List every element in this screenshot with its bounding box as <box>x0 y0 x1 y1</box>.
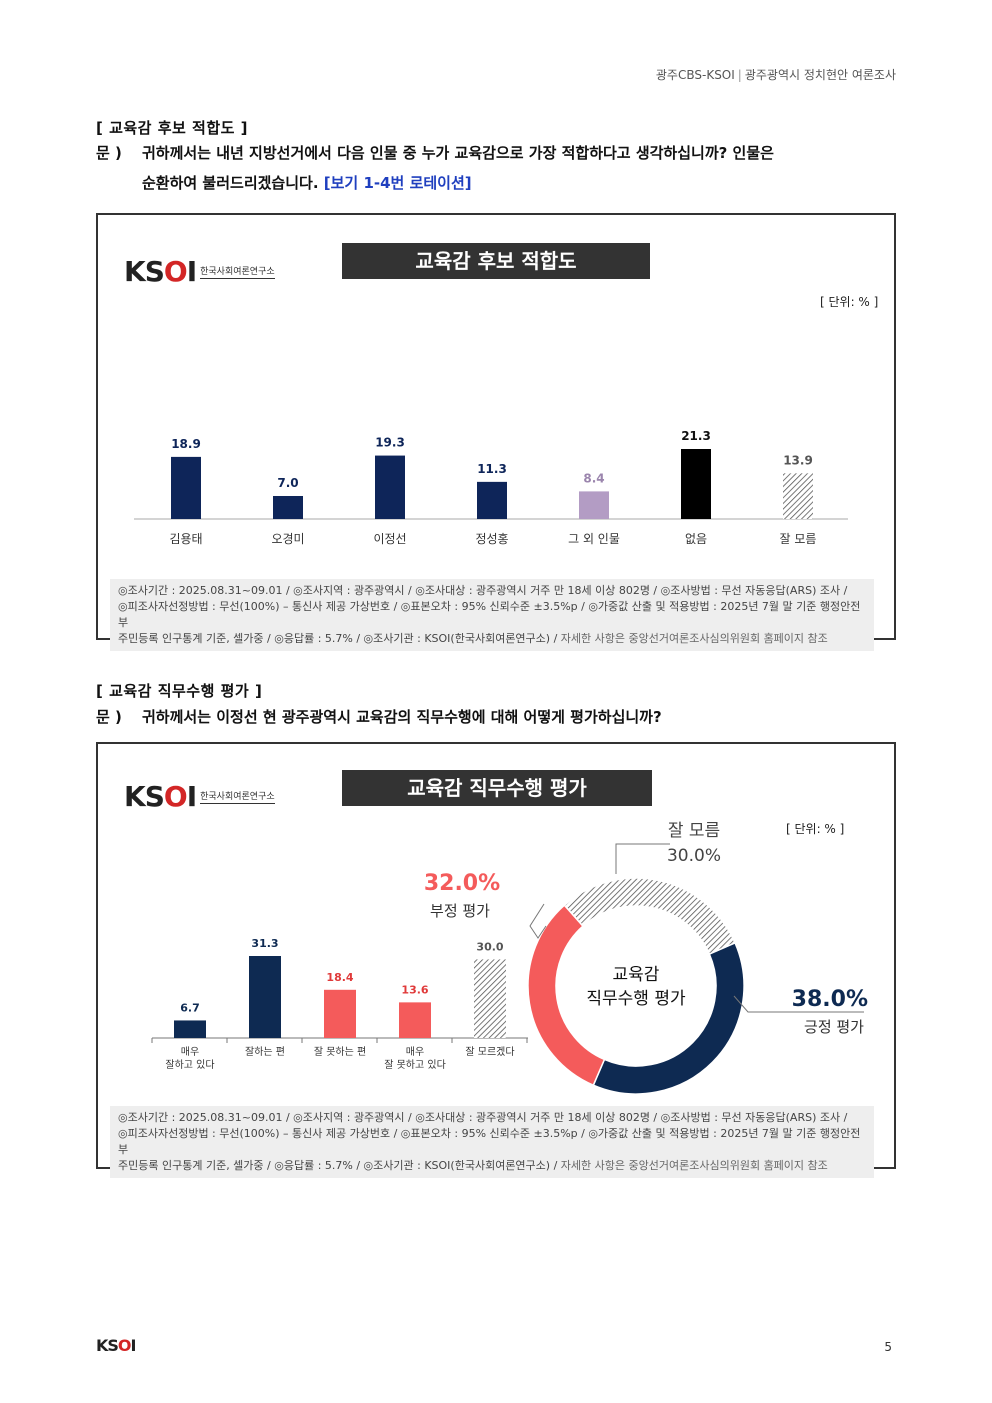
chart-title-candidate: 교육감 후보 적합도 <box>342 243 650 279</box>
category-label-7: 잘 모름 <box>780 532 817 546</box>
bar-3 <box>324 989 356 1038</box>
survey-footnote: ◎조사기간 : 2025.08.31~09.01 / ◎조사지역 : 광주광역시… <box>110 579 874 651</box>
question-approval: 문 ) 귀하께서는 이정선 현 광주광역시 교육감의 직무수행에 대해 어떻게 평… <box>96 702 896 732</box>
donut-slice-3 <box>563 877 737 956</box>
donut-center-label-line1: 교육감 <box>613 965 660 985</box>
value-label-3: 18.4 <box>326 971 353 984</box>
leader-unknown <box>615 843 670 874</box>
value-label-4: 11.3 <box>477 462 507 476</box>
question-label: 문 ) <box>96 708 122 726</box>
ksoi-logo-mark: KSOI <box>124 780 197 813</box>
bar-5 <box>579 491 609 519</box>
value-label-2: 31.3 <box>251 937 278 950</box>
header-source: 광주CBS-KSOI <box>655 68 735 82</box>
footnote-line3: 주민등록 인구통계 기준, 셀가중 / ◎응답률 : 5.7% / ◎조사기관 … <box>118 1159 558 1172</box>
label-negative-name: 부정 평가 <box>430 902 490 920</box>
category-label-1-line2: 잘하고 있다 <box>165 1058 214 1071</box>
footnote-line1: ◎조사기간 : 2025.08.31~09.01 / ◎조사지역 : 광주광역시… <box>118 1111 848 1124</box>
footnote-line3-muted: 자세한 사항은 중앙선거여론조사심의위원회 홈페이지 참조 <box>560 1159 828 1172</box>
header-title: 광주광역시 정치현안 여론조사 <box>744 68 896 82</box>
category-label-6: 없음 <box>685 532 707 546</box>
bar-4 <box>477 481 507 519</box>
value-label-4: 13.6 <box>401 983 428 996</box>
chart-title-approval: 교육감 직무수행 평가 <box>342 770 652 806</box>
section-title-candidate: [ 교육감 후보 적합도 ] <box>96 119 249 137</box>
candidate-bar-chart: 18.9 김용태 7.0 오경미 19.3 이정선 11.3 정성홍 8.4 그 외 인물 21.3… <box>134 429 848 546</box>
value-label-7: 13.9 <box>783 453 813 467</box>
value-label-5: 30.0 <box>476 940 503 953</box>
ksoi-logo-mark: KSOI <box>124 255 197 288</box>
label-positive-name: 긍정 평가 <box>804 1018 864 1036</box>
value-label-6: 21.3 <box>681 429 711 443</box>
footer-logo: KSOI <box>96 1336 136 1355</box>
bar-2 <box>273 495 303 519</box>
page-number: 5 <box>884 1340 892 1354</box>
value-label-3: 19.3 <box>375 436 405 450</box>
category-label-2: 잘하는 편 <box>245 1045 285 1058</box>
leader-positive <box>733 995 864 1013</box>
bar-4 <box>399 1002 431 1038</box>
category-label-1: 김용태 <box>169 532 202 546</box>
question-candidate: 문 ) 귀하께서는 내년 지방선거에서 다음 인물 중 누가 교육감으로 가장 적… <box>96 138 896 198</box>
footnote-line3-muted: 자세한 사항은 중앙선거여론조사심의위원회 홈페이지 참조 <box>560 632 828 645</box>
value-label-2: 7.0 <box>277 476 298 490</box>
footnote-line2: ◎피조사자선정방법 : 무선(100%) – 통신사 제공 가상번호 / ◎표본… <box>118 1127 861 1156</box>
ksoi-logo: KSOI 한국사회여론연구소 <box>124 780 275 813</box>
question-text-line1: 귀하께서는 이정선 현 광주광역시 교육감의 직무수행에 대해 어떻게 평가하십… <box>142 708 662 726</box>
value-label-1: 18.9 <box>171 437 201 451</box>
approval-chart-panel: KSOI 한국사회여론연구소 교육감 직무수행 평가 [ 단위: % ] 6.7… <box>96 742 896 1178</box>
unit-label: [ 단위: % ] <box>820 295 879 309</box>
label-unknown-name: 잘 모름 <box>668 821 720 841</box>
bar-1 <box>171 456 201 519</box>
label-negative-value: 32.0% <box>424 871 500 896</box>
section-title-approval: [ 교육감 직무수행 평가 ] <box>96 682 263 700</box>
header-separator: | <box>737 68 742 82</box>
ksoi-logo-sub: 한국사회여론연구소 <box>200 789 275 804</box>
question-text-line1: 귀하께서는 내년 지방선거에서 다음 인물 중 누가 교육감으로 가장 적합하다… <box>142 144 774 162</box>
category-label-5: 그 외 인물 <box>568 532 620 546</box>
candidate-chart-panel: KSOI 한국사회여론연구소 교육감 후보 적합도 [ 단위: % ] 18.9… <box>96 213 896 651</box>
bar-1 <box>174 1020 206 1038</box>
category-label-3: 이정선 <box>373 532 406 546</box>
category-label-3: 잘 못하는 편 <box>314 1045 366 1058</box>
survey-footnote: ◎조사기간 : 2025.08.31~09.01 / ◎조사지역 : 광주광역시… <box>110 1106 874 1178</box>
category-label-5: 잘 모르겠다 <box>465 1046 514 1058</box>
donut-center-label-line2: 직무수행 평가 <box>586 989 686 1009</box>
footnote-line2: ◎피조사자선정방법 : 무선(100%) – 통신사 제공 가상번호 / ◎표본… <box>118 600 861 629</box>
category-label-2: 오경미 <box>271 532 304 546</box>
bar-3 <box>375 455 405 519</box>
ksoi-logo-sub: 한국사회여론연구소 <box>200 264 275 279</box>
rotation-note: [보기 1-4번 로테이션] <box>323 174 472 192</box>
footnote-line1: ◎조사기간 : 2025.08.31~09.01 / ◎조사지역 : 광주광역시… <box>118 584 848 597</box>
bar-5 <box>474 959 506 1038</box>
leader-negative <box>529 903 547 939</box>
value-label-5: 8.4 <box>583 471 604 485</box>
category-label-4-line2: 잘 못하고 있다 <box>384 1058 446 1071</box>
question-label: 문 ) <box>96 144 122 162</box>
bar-2 <box>249 956 281 1038</box>
bar-6 <box>681 449 711 519</box>
ksoi-logo: KSOI 한국사회여론연구소 <box>124 255 275 288</box>
label-unknown-value: 30.0% <box>667 846 721 866</box>
unit-label: [ 단위: % ] <box>786 822 845 836</box>
value-label-1: 6.7 <box>180 1001 200 1014</box>
bar-7 <box>783 473 813 519</box>
label-positive-value: 38.0% <box>792 987 868 1012</box>
page-header: 광주CBS-KSOI | 광주광역시 정치현안 여론조사 <box>656 66 896 83</box>
category-label-1-line1: 매우 <box>181 1046 199 1058</box>
question-text-line2: 순환하여 불러드리겠습니다. <box>142 174 319 192</box>
category-label-4: 정성홍 <box>475 532 508 546</box>
category-label-4-line1: 매우 <box>406 1046 424 1058</box>
footnote-line3: 주민등록 인구통계 기준, 셀가중 / ◎응답률 : 5.7% / ◎조사기관 … <box>118 632 558 645</box>
